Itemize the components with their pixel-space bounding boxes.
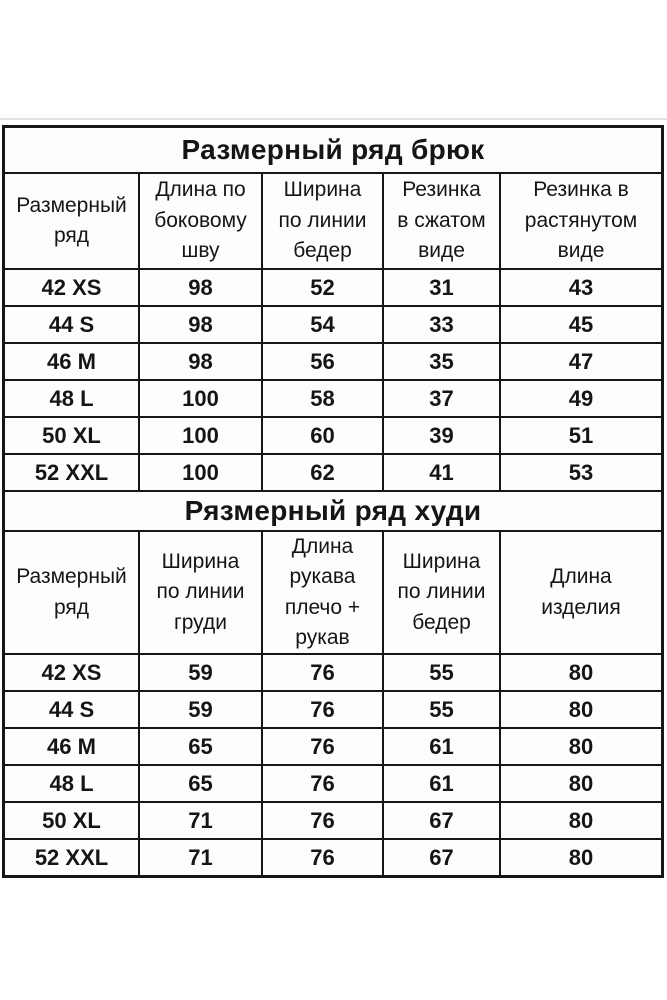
value-cell: 100 <box>140 418 261 453</box>
value-cell: 76 <box>263 655 382 690</box>
value-cell: 80 <box>501 803 661 838</box>
value-cell: 100 <box>140 455 261 490</box>
value-cell: 52 <box>263 270 382 305</box>
column-header: Размерный ряд <box>5 174 138 268</box>
column-header: Ширина по линии бедер <box>263 174 382 268</box>
size-label-cell: 52 XXL <box>5 455 138 490</box>
value-cell: 59 <box>140 655 261 690</box>
size-label-cell: 46 M <box>5 344 138 379</box>
column-header: Длина по боковому шву <box>140 174 261 268</box>
value-cell: 59 <box>140 692 261 727</box>
column-header: Резинка в растянутом виде <box>501 174 661 268</box>
value-cell: 33 <box>384 307 499 342</box>
value-cell: 49 <box>501 381 661 416</box>
value-cell: 76 <box>263 692 382 727</box>
value-cell: 55 <box>384 692 499 727</box>
value-cell: 98 <box>140 344 261 379</box>
value-cell: 61 <box>384 766 499 801</box>
value-cell: 67 <box>384 840 499 875</box>
value-cell: 61 <box>384 729 499 764</box>
column-header: Длина изделия <box>501 532 661 653</box>
value-cell: 31 <box>384 270 499 305</box>
value-cell: 76 <box>263 840 382 875</box>
value-cell: 60 <box>263 418 382 453</box>
image-edge-divider <box>0 118 667 120</box>
value-cell: 67 <box>384 803 499 838</box>
size-label-cell: 50 XL <box>5 803 138 838</box>
value-cell: 51 <box>501 418 661 453</box>
value-cell: 54 <box>263 307 382 342</box>
value-cell: 65 <box>140 729 261 764</box>
value-cell: 76 <box>263 766 382 801</box>
size-label-cell: 48 L <box>5 766 138 801</box>
table-title: Рязмерный ряд худи <box>5 492 661 530</box>
value-cell: 65 <box>140 766 261 801</box>
size-label-cell: 52 XXL <box>5 840 138 875</box>
value-cell: 37 <box>384 381 499 416</box>
size-label-cell: 44 S <box>5 692 138 727</box>
column-header: Ширина по линии бедер <box>384 532 499 653</box>
value-cell: 62 <box>263 455 382 490</box>
value-cell: 80 <box>501 840 661 875</box>
value-cell: 71 <box>140 803 261 838</box>
value-cell: 43 <box>501 270 661 305</box>
value-cell: 58 <box>263 381 382 416</box>
size-label-cell: 42 XS <box>5 655 138 690</box>
value-cell: 76 <box>263 803 382 838</box>
value-cell: 80 <box>501 766 661 801</box>
column-header: Длина рукава плечо + рукав <box>263 532 382 653</box>
value-cell: 71 <box>140 840 261 875</box>
column-header: Размерный ряд <box>5 532 138 653</box>
size-charts-grid: Размерный ряд брюк Размерный ряд Длина по … <box>2 125 664 878</box>
value-cell: 35 <box>384 344 499 379</box>
column-header: Ширина по линии груди <box>140 532 261 653</box>
value-cell: 98 <box>140 307 261 342</box>
size-label-cell: 48 L <box>5 381 138 416</box>
size-label-cell: 50 XL <box>5 418 138 453</box>
value-cell: 98 <box>140 270 261 305</box>
value-cell: 53 <box>501 455 661 490</box>
value-cell: 41 <box>384 455 499 490</box>
value-cell: 47 <box>501 344 661 379</box>
size-label-cell: 42 XS <box>5 270 138 305</box>
value-cell: 55 <box>384 655 499 690</box>
size-label-cell: 44 S <box>5 307 138 342</box>
value-cell: 100 <box>140 381 261 416</box>
table-title: Размерный ряд брюк <box>5 128 661 172</box>
column-header: Резинка в сжатом виде <box>384 174 499 268</box>
value-cell: 80 <box>501 729 661 764</box>
value-cell: 80 <box>501 655 661 690</box>
value-cell: 56 <box>263 344 382 379</box>
value-cell: 80 <box>501 692 661 727</box>
value-cell: 76 <box>263 729 382 764</box>
value-cell: 45 <box>501 307 661 342</box>
size-label-cell: 46 M <box>5 729 138 764</box>
value-cell: 39 <box>384 418 499 453</box>
